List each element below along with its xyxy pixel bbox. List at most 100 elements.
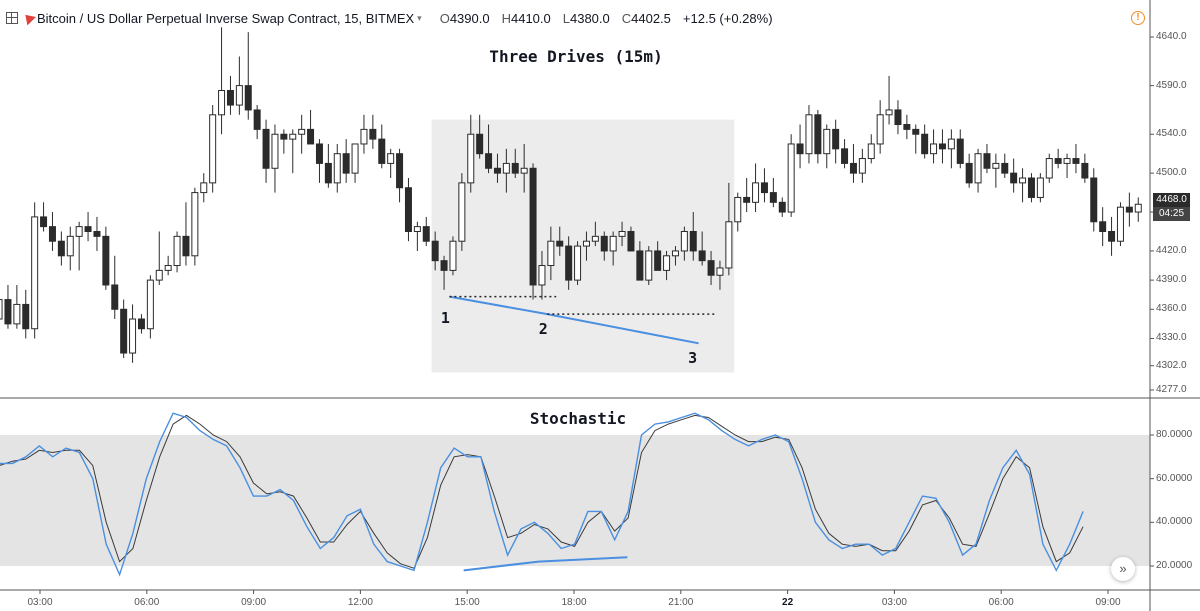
scroll-to-realtime-button[interactable]: »	[1111, 557, 1135, 581]
three-drives-highlight-box	[431, 119, 735, 373]
candle-body	[387, 153, 395, 164]
candle-body	[111, 284, 119, 310]
candle-body	[654, 250, 662, 271]
symbol-title[interactable]: Bitcoin / US Dollar Perpetual Inverse Sw…	[37, 10, 415, 26]
candle	[769, 178, 777, 208]
candle	[209, 105, 217, 193]
candle	[431, 231, 439, 271]
candle-body	[129, 318, 137, 354]
candle-body	[1090, 177, 1098, 223]
candle-body	[671, 250, 679, 257]
candle	[574, 241, 582, 285]
candle	[1063, 153, 1071, 179]
chevron-down-icon[interactable]: ▾	[417, 12, 422, 23]
candle	[387, 148, 395, 179]
candle	[1108, 216, 1116, 256]
candle	[31, 202, 39, 339]
candle	[520, 143, 528, 193]
candle	[1116, 202, 1124, 247]
candle	[1072, 143, 1080, 174]
price-tick-label: 4540.0	[1156, 128, 1187, 140]
candle	[315, 139, 323, 183]
candle	[396, 148, 404, 203]
drive-label-3: 3	[688, 349, 698, 368]
candle	[485, 124, 493, 174]
time-tick-label: 15:00	[454, 597, 480, 608]
candle	[413, 221, 421, 251]
price-tick-label: 4640.0	[1156, 31, 1187, 42]
candle-body	[404, 187, 412, 232]
candle-body	[1063, 158, 1071, 164]
candle	[57, 231, 65, 266]
candle	[618, 221, 626, 247]
candle	[938, 129, 946, 164]
candle-body	[663, 255, 671, 271]
candle	[102, 226, 110, 290]
candle-body	[502, 162, 510, 174]
candle-body	[689, 230, 697, 252]
candle-body	[1010, 172, 1018, 184]
candle-body	[778, 201, 786, 213]
candle-body	[200, 182, 208, 194]
candle-body	[520, 167, 528, 174]
time-tick-label: 03:00	[27, 597, 53, 608]
candle	[636, 241, 644, 281]
candle	[965, 153, 973, 188]
candle-body	[716, 267, 724, 276]
candle-body	[956, 138, 964, 164]
candle	[805, 105, 813, 164]
candle-body	[680, 230, 688, 252]
candle	[173, 231, 181, 273]
candle	[493, 153, 501, 183]
candle-body	[137, 318, 145, 330]
candle	[1134, 197, 1142, 222]
candle-body	[992, 162, 1000, 169]
time-tick-label: 03:00	[881, 597, 907, 608]
candle	[529, 163, 537, 300]
candle-body	[841, 148, 849, 164]
candle-body	[832, 128, 840, 150]
candle-body	[921, 133, 929, 155]
candle-body	[876, 114, 884, 145]
candle	[378, 124, 386, 169]
candle-body	[262, 128, 270, 169]
candle-body	[440, 260, 448, 271]
candle	[1045, 153, 1053, 183]
candle-body	[75, 226, 83, 237]
candle-body	[369, 128, 377, 140]
stochastic-d-line	[0, 414, 1084, 569]
candle	[1036, 173, 1044, 203]
candle	[280, 129, 288, 154]
candle	[734, 192, 742, 232]
candle	[502, 148, 510, 193]
flag-icon[interactable]	[21, 10, 36, 26]
chart-header: Bitcoin / US Dollar Perpetual Inverse Sw…	[0, 0, 1150, 36]
candle-body	[885, 109, 893, 116]
time-tick-label: 09:00	[1095, 597, 1121, 608]
stochastic-tick-label: 60.0000	[1156, 472, 1193, 484]
candle	[226, 75, 234, 115]
expand-icon[interactable]	[6, 12, 18, 24]
stochastic-tick-label: 80.0000	[1156, 429, 1193, 440]
candle-body	[164, 265, 172, 271]
candle-body	[182, 235, 190, 257]
candle	[921, 124, 929, 159]
candle-body	[618, 230, 626, 237]
time-tick-label: 18:00	[561, 597, 587, 608]
candle	[511, 148, 519, 179]
candle-body	[280, 133, 288, 140]
warning-icon[interactable]: !	[1131, 11, 1145, 25]
candle	[876, 100, 884, 154]
candle	[547, 226, 555, 281]
candle	[645, 246, 653, 285]
candle	[120, 299, 128, 358]
candle	[885, 75, 893, 125]
candle	[894, 100, 902, 135]
drive-annotations	[449, 295, 717, 345]
candle-body	[1001, 162, 1009, 174]
candle-body	[48, 226, 56, 242]
candle	[235, 56, 243, 115]
candle-body	[1116, 206, 1124, 242]
candle-body	[31, 216, 39, 330]
